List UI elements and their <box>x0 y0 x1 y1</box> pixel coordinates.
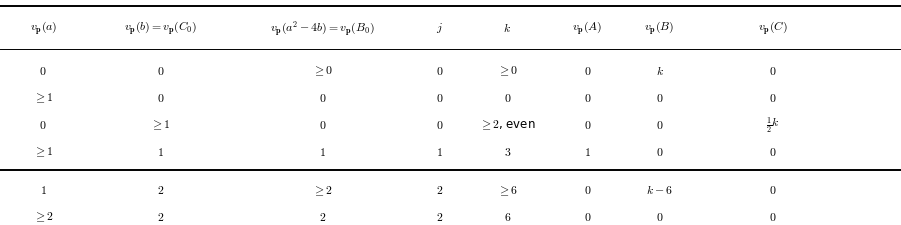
Text: $\geq 2$: $\geq 2$ <box>33 210 53 223</box>
Text: $0$: $0$ <box>157 91 164 104</box>
Text: $0$: $0$ <box>584 91 591 104</box>
Text: $6$: $6$ <box>504 210 511 223</box>
Text: $0$: $0$ <box>769 64 777 77</box>
Text: $v_{\mathbf{p}}(a)$: $v_{\mathbf{p}}(a)$ <box>30 20 57 37</box>
Text: $0$: $0$ <box>436 64 443 77</box>
Text: $0$: $0$ <box>157 64 164 77</box>
Text: $0$: $0$ <box>584 64 591 77</box>
Text: $2$: $2$ <box>436 210 443 223</box>
Text: $v_{\mathbf{p}}(A)$: $v_{\mathbf{p}}(A)$ <box>572 20 603 37</box>
Text: $v_{\mathbf{p}}(b) = v_{\mathbf{p}}(C_0)$: $v_{\mathbf{p}}(b) = v_{\mathbf{p}}(C_0)… <box>123 20 197 37</box>
Text: $0$: $0$ <box>40 118 47 131</box>
Text: $0$: $0$ <box>504 91 511 104</box>
Text: $\frac{1}{2}k$: $\frac{1}{2}k$ <box>766 115 780 135</box>
Text: $\geq 0$: $\geq 0$ <box>496 64 518 78</box>
Text: $\geq 1$: $\geq 1$ <box>33 145 53 159</box>
Text: $\geq 1$: $\geq 1$ <box>150 118 170 132</box>
Text: $1$: $1$ <box>584 145 591 158</box>
Text: $2$: $2$ <box>157 210 164 223</box>
Text: $k$: $k$ <box>504 22 511 35</box>
Text: $k-6$: $k-6$ <box>646 184 673 197</box>
Text: $\geq 1$: $\geq 1$ <box>33 91 53 105</box>
Text: $3$: $3$ <box>504 145 511 158</box>
Text: $1$: $1$ <box>436 145 443 158</box>
Text: $0$: $0$ <box>319 118 326 131</box>
Text: $0$: $0$ <box>656 145 663 158</box>
Text: $0$: $0$ <box>584 184 591 197</box>
Text: $v_{\mathbf{p}}(B)$: $v_{\mathbf{p}}(B)$ <box>644 20 675 37</box>
Text: $0$: $0$ <box>436 91 443 104</box>
Text: $0$: $0$ <box>584 210 591 223</box>
Text: $0$: $0$ <box>40 64 47 77</box>
Text: $k$: $k$ <box>656 64 663 77</box>
Text: $0$: $0$ <box>769 145 777 158</box>
Text: $v_{\mathbf{p}}(a^2 - 4b) = v_{\mathbf{p}}(B_0)$: $v_{\mathbf{p}}(a^2 - 4b) = v_{\mathbf{p… <box>270 19 375 38</box>
Text: $\geq 0$: $\geq 0$ <box>312 64 333 78</box>
Text: $0$: $0$ <box>656 210 663 223</box>
Text: $\geq 2$, even: $\geq 2$, even <box>479 118 535 132</box>
Text: $v_{\mathbf{p}}(C)$: $v_{\mathbf{p}}(C)$ <box>759 20 787 37</box>
Text: $0$: $0$ <box>769 210 777 223</box>
Text: $1$: $1$ <box>157 145 164 158</box>
Text: $0$: $0$ <box>769 184 777 197</box>
Text: $0$: $0$ <box>436 118 443 131</box>
Text: $j$: $j$ <box>436 21 443 35</box>
Text: $0$: $0$ <box>656 91 663 104</box>
Text: $0$: $0$ <box>584 118 591 131</box>
Text: $0$: $0$ <box>656 118 663 131</box>
Text: $2$: $2$ <box>319 210 326 223</box>
Text: $0$: $0$ <box>769 91 777 104</box>
Text: $2$: $2$ <box>436 184 443 197</box>
Text: $\geq 2$: $\geq 2$ <box>313 183 332 197</box>
Text: $1$: $1$ <box>40 184 47 197</box>
Text: $0$: $0$ <box>319 91 326 104</box>
Text: $2$: $2$ <box>157 184 164 197</box>
Text: $\geq 6$: $\geq 6$ <box>497 183 517 197</box>
Text: $1$: $1$ <box>319 145 326 158</box>
